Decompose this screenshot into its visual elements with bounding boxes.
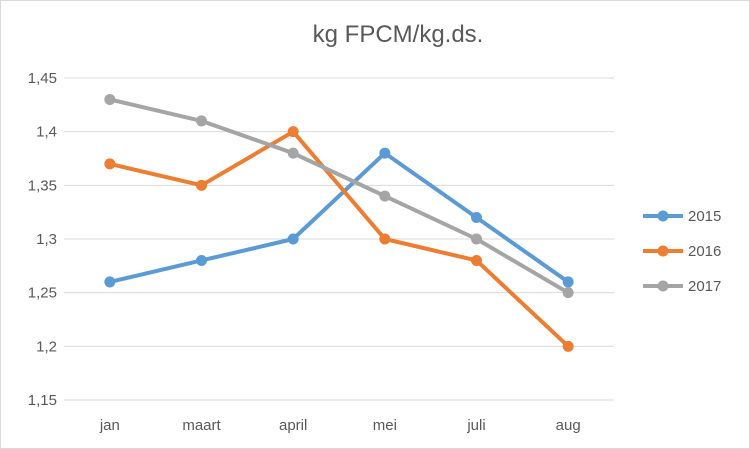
y-tick-label: 1,4 xyxy=(36,124,57,141)
data-point xyxy=(104,158,116,170)
data-point xyxy=(196,179,207,191)
legend-item: 2015 xyxy=(643,208,721,225)
legend-label: 2017 xyxy=(688,278,721,295)
data-point xyxy=(379,233,391,245)
data-point xyxy=(471,212,482,224)
data-point xyxy=(287,147,299,159)
y-tick-label: 1,45 xyxy=(28,70,57,87)
series-line xyxy=(107,151,571,284)
x-tick-label: juli xyxy=(466,417,485,434)
series-2017 xyxy=(104,93,574,299)
series-2015 xyxy=(104,147,574,288)
data-point xyxy=(196,254,207,266)
data-point xyxy=(562,340,574,352)
chart-title: kg FPCM/kg.ds. xyxy=(313,21,484,48)
x-tick-label: april xyxy=(279,417,307,434)
data-point xyxy=(379,190,391,202)
series-lines xyxy=(104,93,574,352)
data-point xyxy=(104,276,116,288)
legend-marker xyxy=(657,210,669,222)
data-point xyxy=(287,233,299,245)
legend-item: 2016 xyxy=(643,243,721,260)
legend-label: 2015 xyxy=(688,208,721,225)
x-tick-label: mei xyxy=(373,417,397,434)
data-point xyxy=(562,276,574,288)
data-point xyxy=(196,115,207,127)
x-tick-label: aug xyxy=(556,417,581,434)
data-point xyxy=(562,287,574,299)
y-tick-label: 1,15 xyxy=(28,392,57,409)
y-axis-ticks: 1,15 1,2 1,25 1,3 1,35 1,4 1,45 xyxy=(28,70,57,409)
y-tick-label: 1,35 xyxy=(28,177,57,194)
legend: 2015 2016 2017 xyxy=(643,208,721,295)
y-tick-label: 1,25 xyxy=(28,285,57,302)
data-point xyxy=(471,233,482,245)
data-point xyxy=(104,93,116,105)
gridlines xyxy=(64,77,614,401)
legend-marker xyxy=(657,280,669,292)
data-point xyxy=(287,126,299,138)
series-line xyxy=(107,129,571,349)
x-tick-label: maart xyxy=(182,417,221,434)
series-line xyxy=(107,97,571,295)
legend-label: 2016 xyxy=(688,243,721,260)
y-tick-label: 1,3 xyxy=(36,231,57,248)
data-point xyxy=(471,254,482,266)
legend-marker xyxy=(657,245,669,257)
legend-item: 2017 xyxy=(643,278,721,295)
series-2016 xyxy=(104,126,574,352)
x-tick-label: jan xyxy=(99,417,120,434)
y-tick-label: 1,2 xyxy=(36,338,57,355)
x-axis-ticks: jan maart april mei juli aug xyxy=(99,417,581,434)
data-point xyxy=(379,147,391,159)
